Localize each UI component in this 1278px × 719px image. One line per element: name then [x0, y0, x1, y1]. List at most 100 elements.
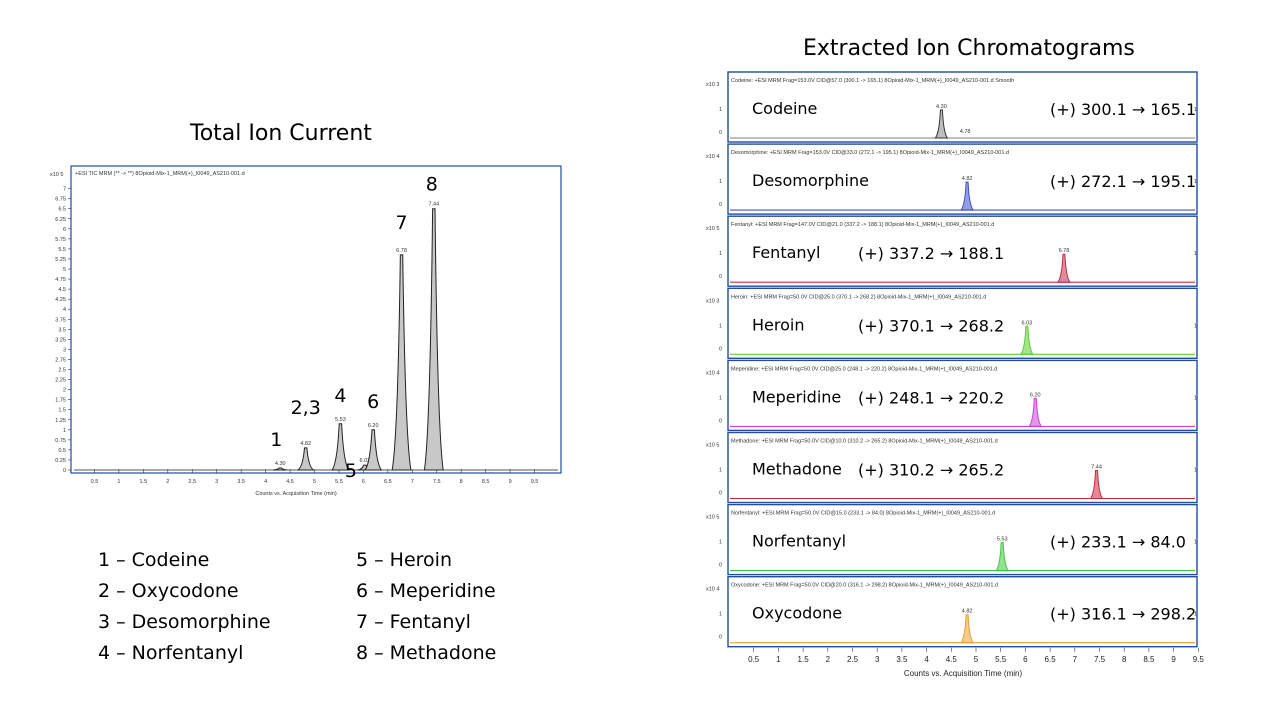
eic-minor-peak-label: 4.78 — [960, 129, 971, 135]
tic-x-tick-label: 4 — [264, 479, 267, 485]
eic-x-tick-label: 5.5 — [995, 655, 1007, 664]
eic-panel-header: Desomorphine: +ESI MRM Frag=153.0V CID@3… — [731, 150, 1009, 156]
eic-compound-name: Codeine — [752, 99, 817, 118]
tic-y-tick-label: 7 — [63, 187, 66, 193]
tic-peak — [273, 467, 288, 471]
eic-x-axis-label: Counts vs. Acquisition Time (min) — [904, 669, 1023, 678]
tic-y-tick-label: 0.25 — [55, 458, 66, 464]
eic-panel-header: Meperidine: +ESI MRM Frag=50.0V CID@25.0… — [731, 366, 997, 372]
eic-y-one-label: 1 — [719, 323, 722, 329]
tic-y-tick-label: 3.25 — [55, 337, 66, 343]
tic-y-tick-label: 0 — [63, 468, 66, 474]
eic-y-zero-label: 0 — [719, 202, 722, 208]
eic-y-zero-label: 0 — [719, 563, 722, 569]
eic-panel-exponent: x10 4 — [706, 154, 719, 160]
tic-exponent: x10 5 — [50, 172, 63, 178]
eic-y-one-label: 1 — [719, 179, 722, 185]
eic-transition-label: (+) 370.1 → 268.2 — [858, 316, 1004, 335]
tic-y-tick-label: 2.75 — [55, 357, 66, 363]
eic-peak — [995, 542, 1010, 572]
eic-x-tick-label: 1.5 — [798, 655, 810, 664]
eic-panel-frame — [727, 431, 1198, 504]
eic-x-tick-label: 6.5 — [1045, 655, 1057, 664]
eic-transition-label: (+) 248.1 → 220.2 — [858, 388, 1004, 407]
tic-header: +ESI TIC MRM (** -> **) 8Opioid-Mix-1_MR… — [75, 171, 245, 177]
tic-y-tick-label: 6.75 — [55, 197, 66, 203]
eic-compound-name: Heroin — [752, 315, 804, 334]
tic-peak-rt-label: 7.44 — [428, 202, 439, 208]
eic-y-zero-label: 0 — [719, 491, 722, 497]
eic-x-tick-label: 8 — [1122, 655, 1127, 664]
tic-x-tick-label: 4.5 — [286, 479, 294, 485]
eic-y-one-label: 1 — [719, 540, 722, 546]
eic-right-marker: 1 — [1194, 395, 1197, 401]
eic-right-marker: 1 — [1194, 540, 1197, 546]
eic-y-zero-label: 0 — [719, 635, 722, 641]
eic-compound-name: Oxycodone — [752, 604, 842, 623]
tic-x-tick-label: 7.5 — [433, 479, 441, 485]
tic-y-tick-label: 4.5 — [58, 287, 66, 293]
tic-y-tick-label: 5.5 — [58, 247, 66, 253]
tic-y-tick-label: 1.25 — [55, 418, 66, 424]
eic-panel-frame — [727, 287, 1198, 359]
tic-peak-number: 7 — [395, 212, 407, 234]
eic-peak-rt-label: 6.03 — [1022, 320, 1033, 326]
eic-transition-label: (+) 233.1 → 84.0 — [1050, 533, 1186, 552]
tic-y-tick-label: 5.75 — [55, 237, 66, 243]
eic-transition-label: (+) 316.1 → 298.2 — [1050, 605, 1196, 624]
tic-peak-rt-label: 4.82 — [300, 441, 311, 447]
eic-x-tick-label: 5 — [974, 655, 979, 664]
eic-peak-rt-label: 4.30 — [936, 104, 947, 110]
eic-peak — [1019, 325, 1034, 355]
tic-peak-number: 8 — [426, 174, 438, 196]
tic-y-tick-label: 2.5 — [58, 368, 66, 374]
eic-peak-rt-label: 6.20 — [1030, 392, 1041, 398]
tic-y-tick-label: 6.5 — [58, 207, 66, 213]
eic-compound-name: Desomorphine — [752, 171, 869, 190]
eic-title: Extracted Ion Chromatograms — [803, 36, 1135, 61]
tic-peak-rt-label: 5.53 — [335, 417, 346, 423]
tic-y-tick-label: 3.5 — [58, 327, 66, 333]
eic-panel-frame — [727, 215, 1198, 287]
tic-y-tick-label: 4.25 — [55, 297, 66, 303]
tic-y-tick-label: 1.75 — [55, 398, 66, 404]
legend-item: 4 – Norfentanyl — [98, 642, 244, 664]
legend-item: 2 – Oxycodone — [98, 580, 239, 602]
tic-x-tick-label: 3 — [215, 479, 218, 485]
eic-panel-exponent: x10 5 — [706, 515, 719, 521]
tic-peak — [391, 254, 412, 471]
tic-x-tick-label: 9.5 — [531, 479, 539, 485]
legend-right: 5 – Heroin 6 – Meperidine 7 – Fentanyl 8… — [356, 545, 496, 669]
tic-y-tick-label: 1.5 — [58, 408, 66, 414]
eic-panel-exponent: x10 5 — [706, 226, 719, 232]
eic-panel-exponent: x10 4 — [706, 587, 719, 593]
tic-peak — [423, 208, 444, 471]
tic-peak — [363, 429, 383, 471]
tic-x-tick-label: 9 — [509, 479, 512, 485]
tic-x-tick-label: 5 — [313, 479, 316, 485]
eic-transition-label: (+) 337.2 → 188.1 — [858, 244, 1004, 263]
tic-y-tick-label: 5 — [63, 267, 66, 273]
tic-y-tick-label: 4 — [63, 307, 66, 313]
tic-y-tick-label: 2 — [63, 388, 66, 394]
tic-y-tick-label: 4.75 — [55, 277, 66, 283]
tic-x-tick-label: 0.5 — [91, 479, 99, 485]
tic-x-tick-label: 2.5 — [188, 479, 196, 485]
tic-title: Total Ion Current — [190, 121, 372, 146]
eic-x-tick-label: 2.5 — [847, 655, 859, 664]
tic-x-tick-label: 2 — [166, 479, 169, 485]
eic-x-tick-label: 7.5 — [1094, 655, 1106, 664]
eic-y-one-label: 1 — [719, 107, 722, 113]
eic-compound-name: Methadone — [752, 460, 842, 479]
eic-transition-label: (+) 300.1 → 165.1 — [1050, 100, 1196, 119]
eic-y-one-label: 1 — [719, 468, 722, 474]
eic-panel-frame — [727, 143, 1198, 215]
eic-peak-rt-label: 4.82 — [962, 609, 973, 615]
tic-peak-rt-label: 4.30 — [275, 461, 286, 467]
tic-peak-number: 2,3 — [291, 397, 321, 419]
tic-peak — [331, 423, 350, 471]
tic-x-tick-label: 6 — [362, 479, 365, 485]
eic-x-tick-label: 0.5 — [748, 655, 760, 664]
eic-peak — [960, 614, 975, 644]
